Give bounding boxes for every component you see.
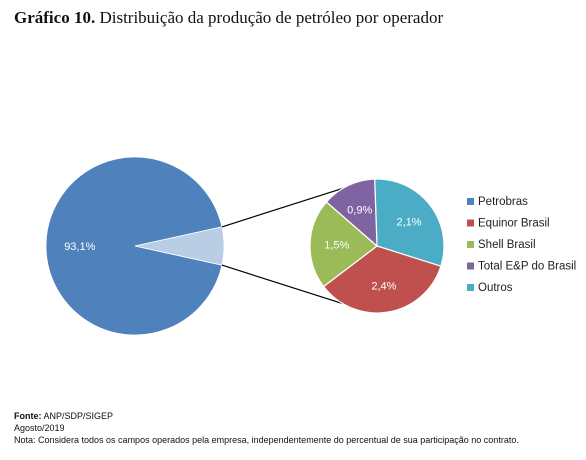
legend-swatch-equinor-brasil xyxy=(467,219,474,227)
data-label-outros: 2,1% xyxy=(396,217,421,229)
legend-entry-shell-brasil: Shell Brasil xyxy=(478,239,536,251)
legend-entry-equinor-brasil: Equinor Brasil xyxy=(478,218,550,230)
main-pie xyxy=(45,156,225,336)
data-labels: 93,1% 2,1% 2,4% 1,5% 0,9% xyxy=(64,205,422,293)
chart-title-text: Distribuição da produção de petróleo por… xyxy=(95,8,444,27)
main-pie-slice-petrobras xyxy=(45,156,223,336)
data-label-equinor-brasil: 2,4% xyxy=(371,281,396,293)
data-label-petrobras: 93,1% xyxy=(64,241,95,253)
secondary-pie xyxy=(309,178,445,314)
legend-swatch-shell-brasil xyxy=(467,241,474,248)
pie-of-pie-chart: 93,1% 2,1% 2,4% 1,5% 0,9% Petrobras Equinor B… xyxy=(45,156,576,336)
secondary-pie-slice-outros xyxy=(374,178,445,267)
note-line: Nota: Considera todos os campos operados… xyxy=(14,435,519,445)
legend: Petrobras Equinor Brasil Shell Brasil Total… xyxy=(467,196,576,294)
secondary-pie-slice-total-e-p-do-brasil xyxy=(325,178,378,248)
legend-entry-outros: Outros xyxy=(478,282,513,294)
source-label: Fonte: xyxy=(14,411,42,421)
chart-title-number: Gráfico 10. xyxy=(14,8,96,27)
legend-swatch-petrobras xyxy=(467,198,474,205)
legend-swatch-outros xyxy=(467,284,474,291)
data-label-total-e-p-do-brasil: 0,9% xyxy=(347,205,372,217)
footer: Fonte: ANP/SDP/SIGEP Agosto/2019 Nota: C… xyxy=(14,410,519,446)
legend-swatch-total-e-p-do-brasil xyxy=(467,262,474,270)
data-label-shell-brasil: 1,5% xyxy=(324,240,349,252)
secondary-pie-slice-equinor-brasil xyxy=(322,245,442,314)
date-line: Agosto/2019 xyxy=(14,423,65,433)
source-value: ANP/SDP/SIGEP xyxy=(41,411,114,421)
chart-title: Gráfico 10. Distribuição da produção de … xyxy=(14,8,443,28)
source-line: Fonte: ANP/SDP/SIGEP xyxy=(14,410,519,422)
legend-entry-petrobras: Petrobras xyxy=(478,196,528,208)
secondary-pie-slice-shell-brasil xyxy=(309,201,378,288)
legend-entry-total-e-p-do-brasil: Total E&P do Brasil xyxy=(478,261,576,273)
